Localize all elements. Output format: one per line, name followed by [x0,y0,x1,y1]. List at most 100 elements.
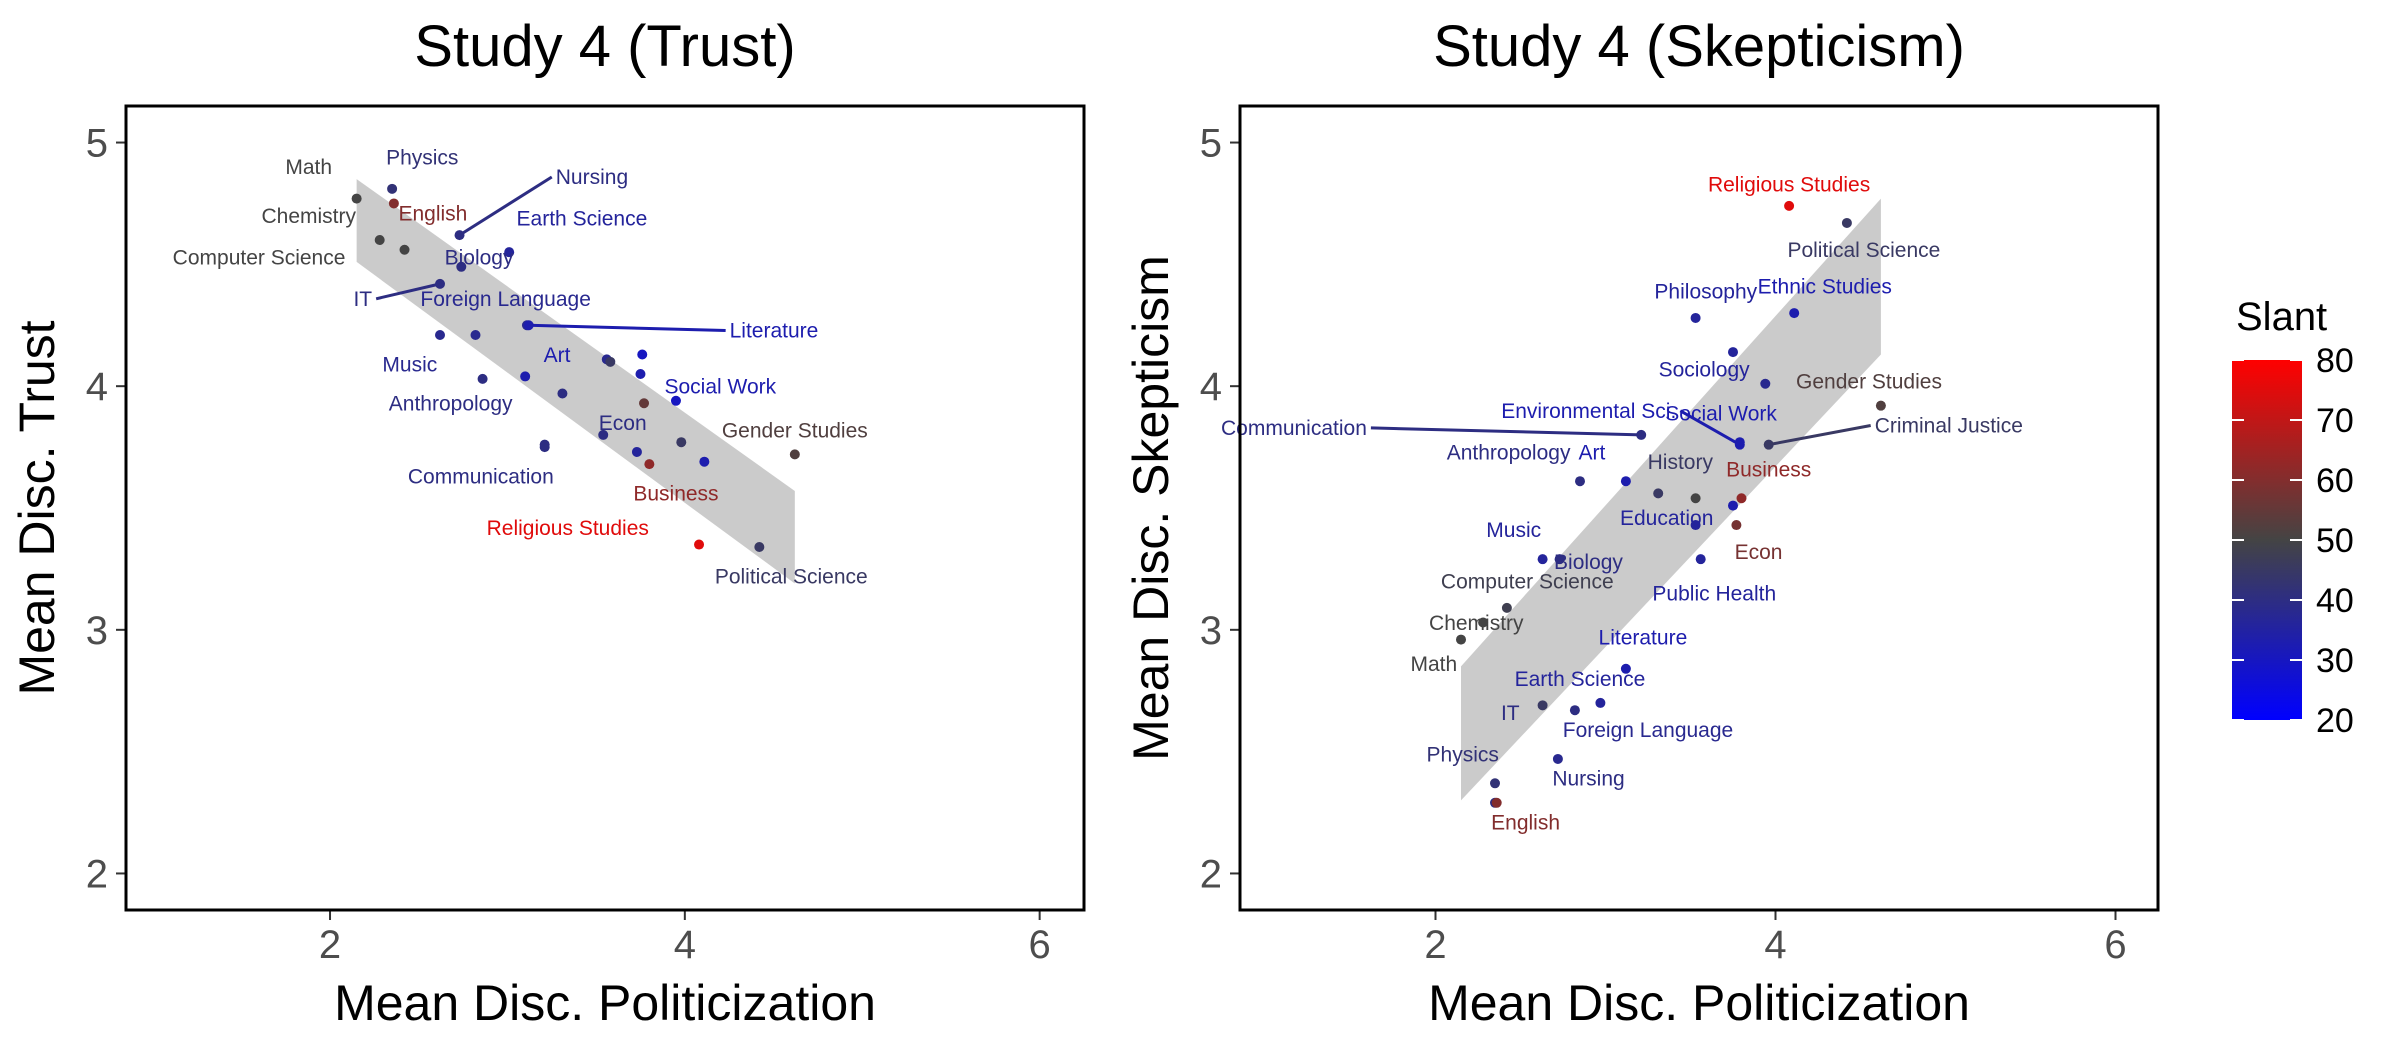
point-label: IT [353,288,372,311]
point-label: Public Health [1652,583,1776,606]
data-point [635,369,646,379]
data-point [699,456,710,467]
point-label: Foreign Language [1563,719,1733,742]
data-point [1736,493,1747,504]
point-label: Gender Studies [722,419,868,442]
legend-tick-label: 70 [2316,402,2354,440]
trend-confidence-band [356,179,795,584]
point-label: Political Science [715,566,868,589]
x-axis-title: Mean Disc. Politicization [334,975,876,1031]
data-point [435,330,446,341]
data-point [504,247,515,258]
data-point [1501,602,1512,613]
legend-title: Slant [2236,295,2327,339]
point-label: Literature [730,319,819,342]
chart-title: Study 4 (Trust) [414,14,795,79]
point-label: Earth Science [517,207,648,230]
data-point [1575,476,1585,487]
point-label: Art [544,344,571,367]
x-axis-title: Mean Disc. Politicization [1428,975,1970,1031]
point-label: English [1491,812,1560,835]
legend-tick-label: 30 [2316,642,2354,680]
point-label: Education [1620,507,1713,530]
data-point [388,198,399,209]
data-point [676,437,687,448]
data-point [694,539,705,550]
point-label: Political Science [1787,239,1940,262]
point-label: Econ [1735,541,1783,564]
point-label: Foreign Language [420,288,590,311]
plot-frame [1238,104,2160,912]
data-point [631,446,642,457]
label-leader-line [458,175,553,237]
data-point [1763,439,1774,450]
point-label: Social Work [1665,402,1777,425]
label-leader-line [1768,423,1871,447]
data-point [1695,554,1706,565]
data-point [1760,378,1771,389]
point-label: Religious Studies [487,517,649,540]
point-label: IT [1501,702,1520,725]
data-point [539,439,550,450]
point-label: Literature [1599,626,1688,649]
data-point [637,349,648,360]
data-point [1456,634,1466,645]
data-point [456,261,467,272]
data-point [1478,617,1489,628]
point-label: Biology [1554,551,1623,574]
label-leader-line [1370,426,1642,437]
label-leader-line [1679,409,1741,446]
point-label: Anthropology [389,393,513,416]
data-point [557,388,568,399]
data-point [454,230,465,241]
data-point [789,449,800,460]
chart-title: Study 4 (Skepticism) [1433,14,1965,79]
data-point [523,320,534,331]
legend-tick-label: 50 [2316,522,2354,560]
point-label: Philosophy [1654,280,1757,303]
data-point [1875,400,1886,411]
point-label: Music [382,354,437,377]
point-label: Religious Studies [1708,173,1870,196]
data-point [1620,663,1631,674]
point-label: Communication [408,466,554,489]
point-label: Physics [386,146,458,169]
x-tick-label: 4 [674,923,696,967]
point-label: Communication [1221,417,1367,440]
x-tick-label: 6 [2104,923,2126,967]
point-label: Econ [599,412,647,435]
data-point [1784,200,1795,211]
data-point [1554,554,1565,565]
point-label: Computer Science [173,246,346,269]
point-label: Environmental Sci. [1501,400,1676,423]
point-label: Computer Science [1441,570,1614,593]
trust-panel: Study 4 (Trust) Mean Disc. Politicization… [9,14,1086,1031]
data-point [598,429,609,440]
data-point [1490,778,1500,789]
point-label: Criminal Justice [1875,414,2023,437]
data-point [351,193,362,204]
data-point [1653,488,1664,499]
slant-legend: Slant 20 30 40 50 60 70 80 [2232,295,2354,740]
data-point [477,373,488,384]
point-label: Gender Studies [1796,371,1942,394]
data-point [670,395,681,406]
trend-confidence-band [1461,198,1881,801]
x-tick-label: 4 [1764,923,1786,967]
data-point [1552,753,1563,764]
data-point [1537,700,1548,711]
point-label: Chemistry [1429,612,1524,635]
data-point [605,356,616,367]
data-point [1620,476,1631,487]
point-label: Sociology [1659,358,1751,381]
y-tick-label: 2 [1200,852,1222,896]
point-label: Anthropology [1447,441,1571,464]
x-tick-label: 6 [1029,923,1051,967]
y-tick-label: 3 [86,609,108,653]
legend-tick-label: 40 [2316,582,2354,620]
point-label: Biology [445,246,514,269]
y-axis-title: Mean Disc. Skepticism [1123,255,1179,761]
data-point [1841,217,1852,228]
data-point [754,541,765,552]
point-label: Nursing [1552,768,1624,791]
